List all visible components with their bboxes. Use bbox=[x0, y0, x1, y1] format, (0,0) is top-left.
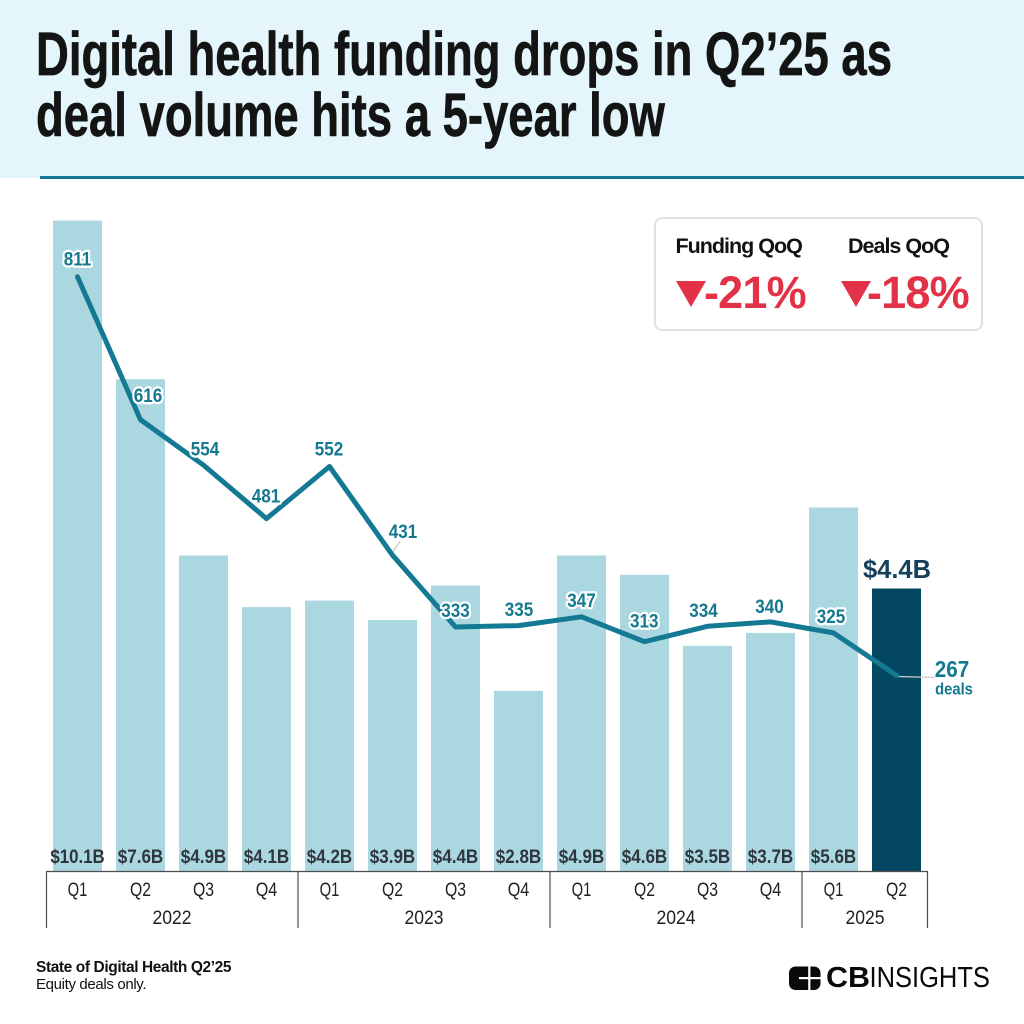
svg-text:2025: 2025 bbox=[845, 906, 884, 928]
svg-text:Q3: Q3 bbox=[445, 879, 466, 901]
svg-text:554: 554 bbox=[191, 439, 220, 460]
svg-text:$4.6B: $4.6B bbox=[622, 846, 667, 867]
svg-text:267: 267 bbox=[935, 656, 969, 683]
svg-text:$7.6B: $7.6B bbox=[118, 846, 163, 867]
svg-text:$4.4B: $4.4B bbox=[863, 556, 931, 584]
svg-text:$4.4B: $4.4B bbox=[433, 846, 478, 867]
svg-text:$4.2B: $4.2B bbox=[307, 846, 352, 867]
svg-text:431: 431 bbox=[389, 521, 418, 542]
svg-text:CB: CB bbox=[826, 962, 870, 994]
svg-text:Q1: Q1 bbox=[320, 879, 340, 900]
svg-text:Q1: Q1 bbox=[824, 879, 844, 900]
svg-text:$10.1B: $10.1B bbox=[50, 846, 104, 867]
svg-text:334: 334 bbox=[689, 600, 718, 621]
svg-text:325: 325 bbox=[817, 606, 846, 627]
svg-text:Q3: Q3 bbox=[697, 879, 718, 901]
svg-text:$2.8B: $2.8B bbox=[496, 846, 541, 867]
svg-text:481: 481 bbox=[252, 486, 281, 507]
svg-text:Q2: Q2 bbox=[634, 879, 655, 901]
svg-text:335: 335 bbox=[505, 599, 534, 620]
svg-text:347: 347 bbox=[567, 590, 596, 611]
svg-text:313: 313 bbox=[630, 611, 659, 632]
svg-text:811: 811 bbox=[64, 249, 92, 270]
svg-text:$3.9B: $3.9B bbox=[370, 846, 415, 867]
svg-text:INSIGHTS: INSIGHTS bbox=[870, 962, 990, 994]
svg-text:Q2: Q2 bbox=[886, 879, 907, 901]
svg-text:Q4: Q4 bbox=[760, 879, 782, 901]
svg-text:Q1: Q1 bbox=[572, 879, 592, 900]
svg-text:333: 333 bbox=[441, 600, 470, 621]
svg-text:$4.1B: $4.1B bbox=[244, 846, 289, 867]
svg-text:$4.9B: $4.9B bbox=[181, 846, 226, 867]
svg-text:340: 340 bbox=[755, 596, 784, 617]
svg-text:Q2: Q2 bbox=[130, 879, 151, 901]
svg-text:$3.5B: $3.5B bbox=[685, 846, 730, 867]
svg-text:$5.6B: $5.6B bbox=[811, 846, 856, 867]
svg-text:$3.7B: $3.7B bbox=[748, 846, 793, 867]
svg-text:616: 616 bbox=[134, 385, 163, 406]
svg-text:2024: 2024 bbox=[656, 906, 695, 928]
svg-text:Q4: Q4 bbox=[256, 879, 278, 901]
svg-text:Q3: Q3 bbox=[193, 879, 214, 901]
svg-text:$4.9B: $4.9B bbox=[559, 846, 604, 867]
svg-text:deals: deals bbox=[935, 681, 973, 699]
svg-text:552: 552 bbox=[315, 439, 344, 460]
svg-text:2023: 2023 bbox=[404, 906, 443, 928]
svg-text:2022: 2022 bbox=[152, 906, 191, 928]
svg-text:Q2: Q2 bbox=[382, 879, 403, 901]
svg-text:Q4: Q4 bbox=[508, 879, 530, 901]
svg-text:Q1: Q1 bbox=[68, 879, 88, 900]
